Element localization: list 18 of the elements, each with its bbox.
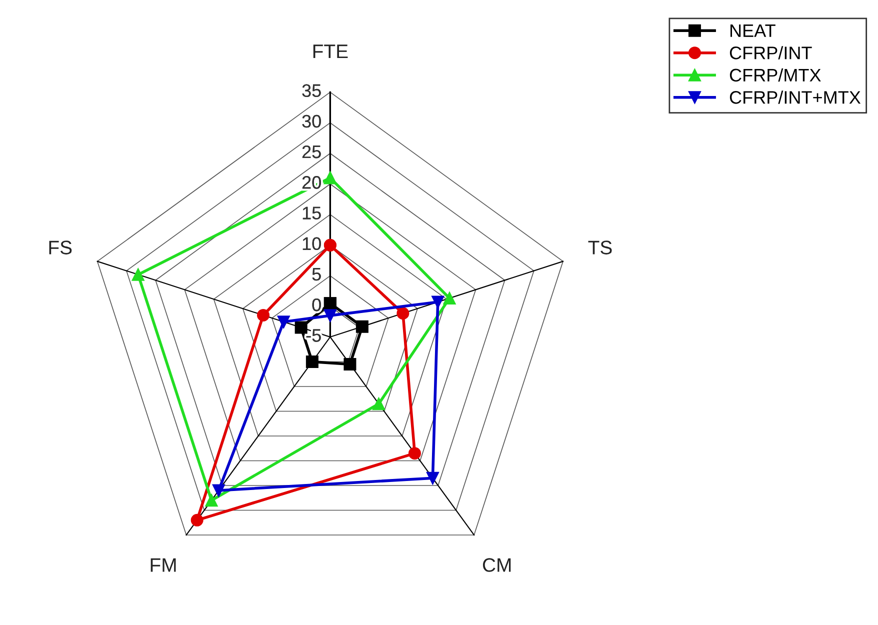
legend-label: CFRP/MTX xyxy=(730,68,821,82)
legend-label: CFRP/INT xyxy=(730,46,812,60)
spoke-label: FTE xyxy=(313,44,348,58)
y-tick-label: 0 xyxy=(312,298,321,312)
y-tick-label: 35 xyxy=(302,84,321,98)
y-tick-label: 25 xyxy=(302,145,321,158)
y-tick-label: -5 xyxy=(306,329,321,342)
y-tick-label: 20 xyxy=(302,176,321,189)
spoke-label: FS xyxy=(49,240,72,254)
spoke-label: FM xyxy=(150,558,176,572)
spoke-label: TS xyxy=(588,240,612,254)
legend-label: CFRP/INT+MTX xyxy=(730,90,861,104)
y-tick-label: 30 xyxy=(302,114,321,128)
y-tick-label: 10 xyxy=(302,237,321,250)
y-tick-label: 15 xyxy=(302,206,321,220)
y-tick-label: 5 xyxy=(312,268,321,281)
legend-label: NEAT xyxy=(730,24,776,37)
spoke-label: CM xyxy=(482,558,511,572)
